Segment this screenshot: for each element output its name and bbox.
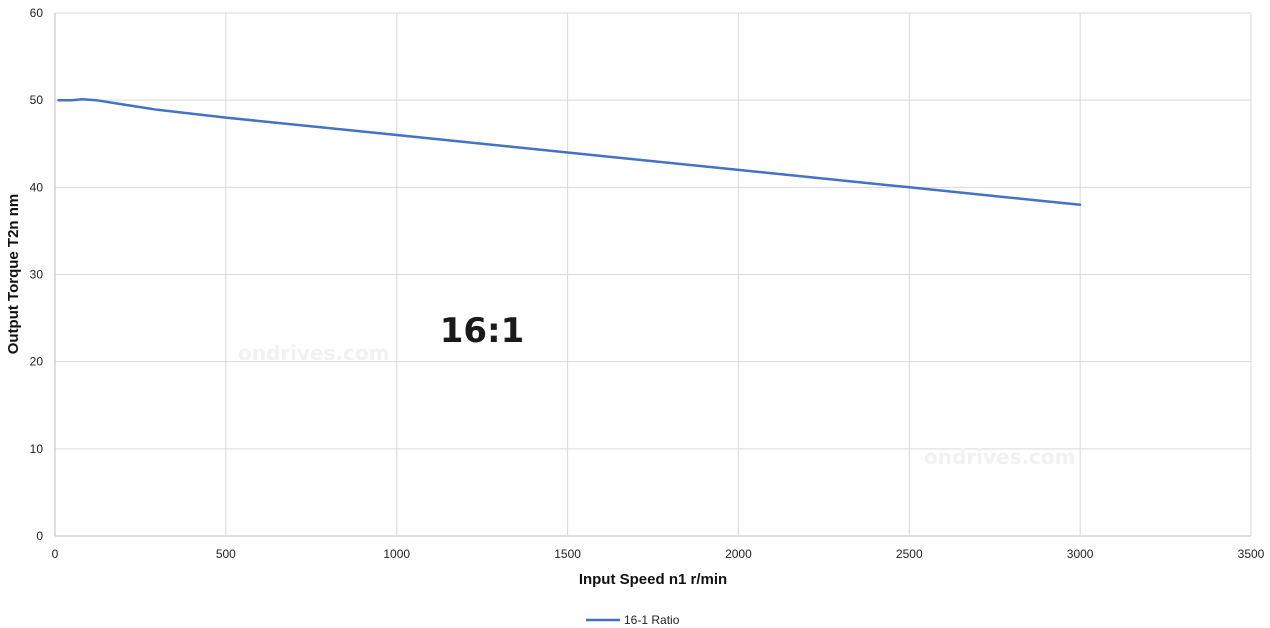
ratio-annotation: 16:1: [440, 311, 525, 351]
y-tick-label: 40: [30, 180, 44, 194]
y-tick-label: 50: [30, 93, 44, 107]
y-axis-ticks: 0 10 20 30 40 50 60: [30, 6, 44, 543]
x-tick-label: 3000: [1067, 547, 1094, 561]
series-lines: [57, 98, 1082, 207]
x-axis-ticks: 0 500 1000 1500 2000 2500 3000 3500: [52, 547, 1265, 561]
x-tick-label: 1500: [554, 547, 581, 561]
x-tick-label: 0: [52, 547, 59, 561]
series-line: [57, 98, 1082, 207]
watermarks: ondrives.com ondrives.com: [238, 341, 1076, 469]
x-tick-label: 3500: [1238, 547, 1265, 561]
y-tick-label: 0: [36, 529, 43, 543]
grid-lines: [54, 12, 1252, 537]
y-axis-title: Output Torque T2n nm: [5, 194, 22, 355]
watermark-text: ondrives.com: [924, 445, 1076, 469]
x-tick-label: 1000: [383, 547, 410, 561]
legend-label: 16-1 Ratio: [624, 613, 680, 627]
x-tick-label: 2000: [725, 547, 752, 561]
x-axis-title: Input Speed n1 r/min: [579, 571, 727, 588]
x-tick-label: 500: [216, 547, 236, 561]
y-tick-label: 10: [30, 442, 44, 456]
x-tick-label: 2500: [896, 547, 923, 561]
y-tick-label: 30: [30, 268, 44, 282]
watermark-text: ondrives.com: [238, 341, 390, 365]
y-tick-label: 60: [30, 6, 44, 20]
legend: 16-1 Ratio: [586, 613, 680, 627]
y-tick-label: 20: [30, 355, 44, 369]
